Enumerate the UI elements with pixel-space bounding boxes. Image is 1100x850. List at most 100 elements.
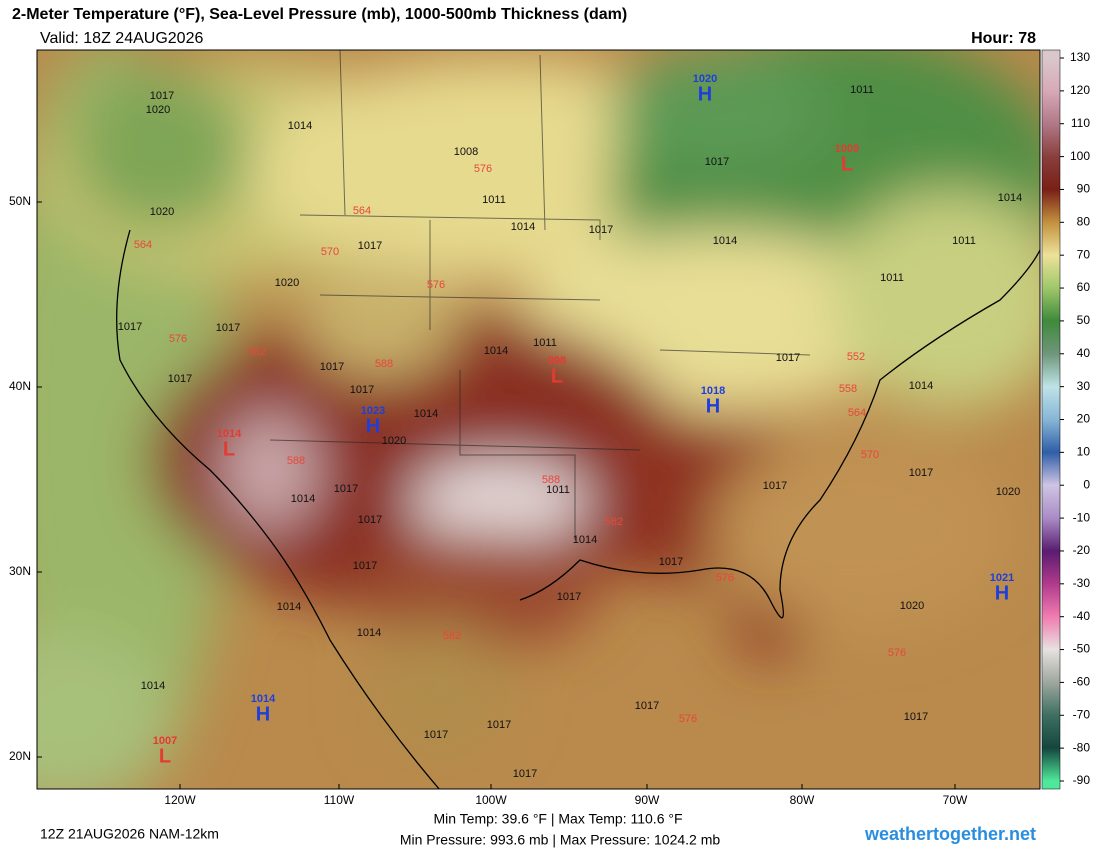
lon-label: 120W xyxy=(164,793,196,807)
state-borders xyxy=(269,50,811,540)
isobar-label: 1017 xyxy=(358,240,382,252)
center-value: 1009 xyxy=(835,143,859,155)
isobar-label: 1011 xyxy=(880,272,904,284)
thickness-label: 588 xyxy=(375,358,393,370)
lat-label: 30N xyxy=(9,564,31,578)
isobar-label: 1014 xyxy=(573,534,597,546)
colorbar-label: -70 xyxy=(1073,707,1091,721)
isobar-label: 1011 xyxy=(533,337,557,349)
thickness-label: 582 xyxy=(605,516,623,528)
center-value: 998 xyxy=(548,355,566,367)
isobar-label: 1017 xyxy=(659,556,683,568)
isobar-label: 1014 xyxy=(357,627,381,639)
thickness-label: 576 xyxy=(888,647,906,659)
map-field xyxy=(37,50,1040,789)
colorbar-label: -40 xyxy=(1073,609,1091,623)
isobar-label: 1014 xyxy=(288,120,312,132)
model-run: 12Z 21AUG2026 NAM-12km xyxy=(40,826,219,842)
center-value: 1014 xyxy=(251,693,276,705)
colorbar-label: -10 xyxy=(1073,510,1091,524)
isobar-label: 1017 xyxy=(358,514,382,526)
isobar-label: 1011 xyxy=(482,194,506,206)
thickness-label: 570 xyxy=(861,449,879,461)
colorbar-label: 10 xyxy=(1077,445,1091,459)
isobar-label: 1017 xyxy=(118,321,142,333)
map-frame xyxy=(36,49,1041,790)
center-value: 1020 xyxy=(693,73,717,85)
lon-label: 70W xyxy=(943,793,968,807)
colorbar-label: 110 xyxy=(1071,116,1090,130)
isobar-label: 1017 xyxy=(705,156,729,168)
isobar-label: 1014 xyxy=(277,601,301,613)
isobar-label: 1020 xyxy=(146,104,170,116)
thickness-label: 564 xyxy=(353,205,371,217)
thickness-label: 576 xyxy=(427,279,445,291)
thickness-label: 558 xyxy=(839,383,857,395)
isobar-label: 1017 xyxy=(216,322,240,334)
isobar-label: 1011 xyxy=(952,235,976,247)
pressure-range: Min Pressure: 993.6 mb | Max Pressure: 1… xyxy=(400,832,721,848)
temp-range: Min Temp: 39.6 °F | Max Temp: 110.6 °F xyxy=(433,811,682,827)
thickness-label: 588 xyxy=(287,455,305,467)
valid-time: Valid: 18Z 24AUG2026 xyxy=(40,30,203,47)
colorbar-label: -80 xyxy=(1073,740,1091,754)
colorbar-label: -50 xyxy=(1073,642,1091,656)
lon-label: 100W xyxy=(475,793,507,807)
colorbar-label: -90 xyxy=(1073,773,1091,787)
colorbar-label: 80 xyxy=(1077,214,1091,228)
isobar-label: 1017 xyxy=(513,768,537,780)
isobar-label: 1017 xyxy=(150,90,174,102)
isobar-label: 1014 xyxy=(998,192,1022,204)
temperature-shading xyxy=(37,50,1040,789)
colorbar-label: 130 xyxy=(1070,50,1090,64)
center-symbol: L xyxy=(159,745,171,767)
isobar-label: 1011 xyxy=(546,484,570,496)
thickness-label: 588 xyxy=(542,474,560,486)
isobar-label: 1020 xyxy=(900,600,924,612)
colorbar-label: -60 xyxy=(1073,675,1091,689)
thickness-label: 582 xyxy=(443,630,461,642)
isobar-label: 1014 xyxy=(291,493,315,505)
center-symbol: H xyxy=(698,83,712,105)
center-value: 1007 xyxy=(153,735,177,747)
lon-label: 110W xyxy=(324,793,355,807)
isobar-label: 1014 xyxy=(414,408,438,420)
colorbar-label: 60 xyxy=(1077,280,1091,294)
isobar-label: 1017 xyxy=(350,384,374,396)
lat-label: 40N xyxy=(9,379,31,393)
colorbar-label: 40 xyxy=(1077,346,1091,360)
center-value: 1014 xyxy=(217,428,242,440)
center-value: 1021 xyxy=(990,572,1014,584)
isobar-label: 1017 xyxy=(763,480,787,492)
center-symbol: H xyxy=(366,415,380,437)
center-symbol: H xyxy=(706,395,720,417)
colorbar-label: 20 xyxy=(1077,412,1091,426)
isobar-label: 1014 xyxy=(511,221,535,233)
site-credit: weathertogether.net xyxy=(864,824,1036,844)
isobar-label: 1020 xyxy=(150,206,174,218)
center-symbol: L xyxy=(841,153,853,175)
isobar-label: 1011 xyxy=(850,84,874,96)
colorbar-label: -20 xyxy=(1073,543,1091,557)
colorbar-label: 0 xyxy=(1083,477,1090,491)
lon-label: 90W xyxy=(635,793,660,807)
center-symbol: L xyxy=(223,438,235,460)
isobar-label: 1017 xyxy=(320,361,344,373)
isobar-label: 1014 xyxy=(484,345,508,357)
thickness-label: 576 xyxy=(169,333,187,345)
isobar-label: 1014 xyxy=(713,235,737,247)
thickness-label: 564 xyxy=(848,407,866,419)
isobar-label: 1008 xyxy=(454,146,478,158)
coastline xyxy=(116,229,1040,789)
center-value: 1018 xyxy=(701,385,725,397)
isobar-label: 1014 xyxy=(141,680,165,692)
isobar-label: 1020 xyxy=(996,486,1020,498)
thickness-label: 582 xyxy=(248,346,266,358)
center-symbol: H xyxy=(995,582,1009,604)
thickness-label: 564 xyxy=(134,239,152,251)
colorbar-label: -30 xyxy=(1073,576,1091,590)
colorbar-label: 120 xyxy=(1070,83,1090,97)
center-value: 1023 xyxy=(361,405,385,417)
isobar-label: 1014 xyxy=(909,380,933,392)
